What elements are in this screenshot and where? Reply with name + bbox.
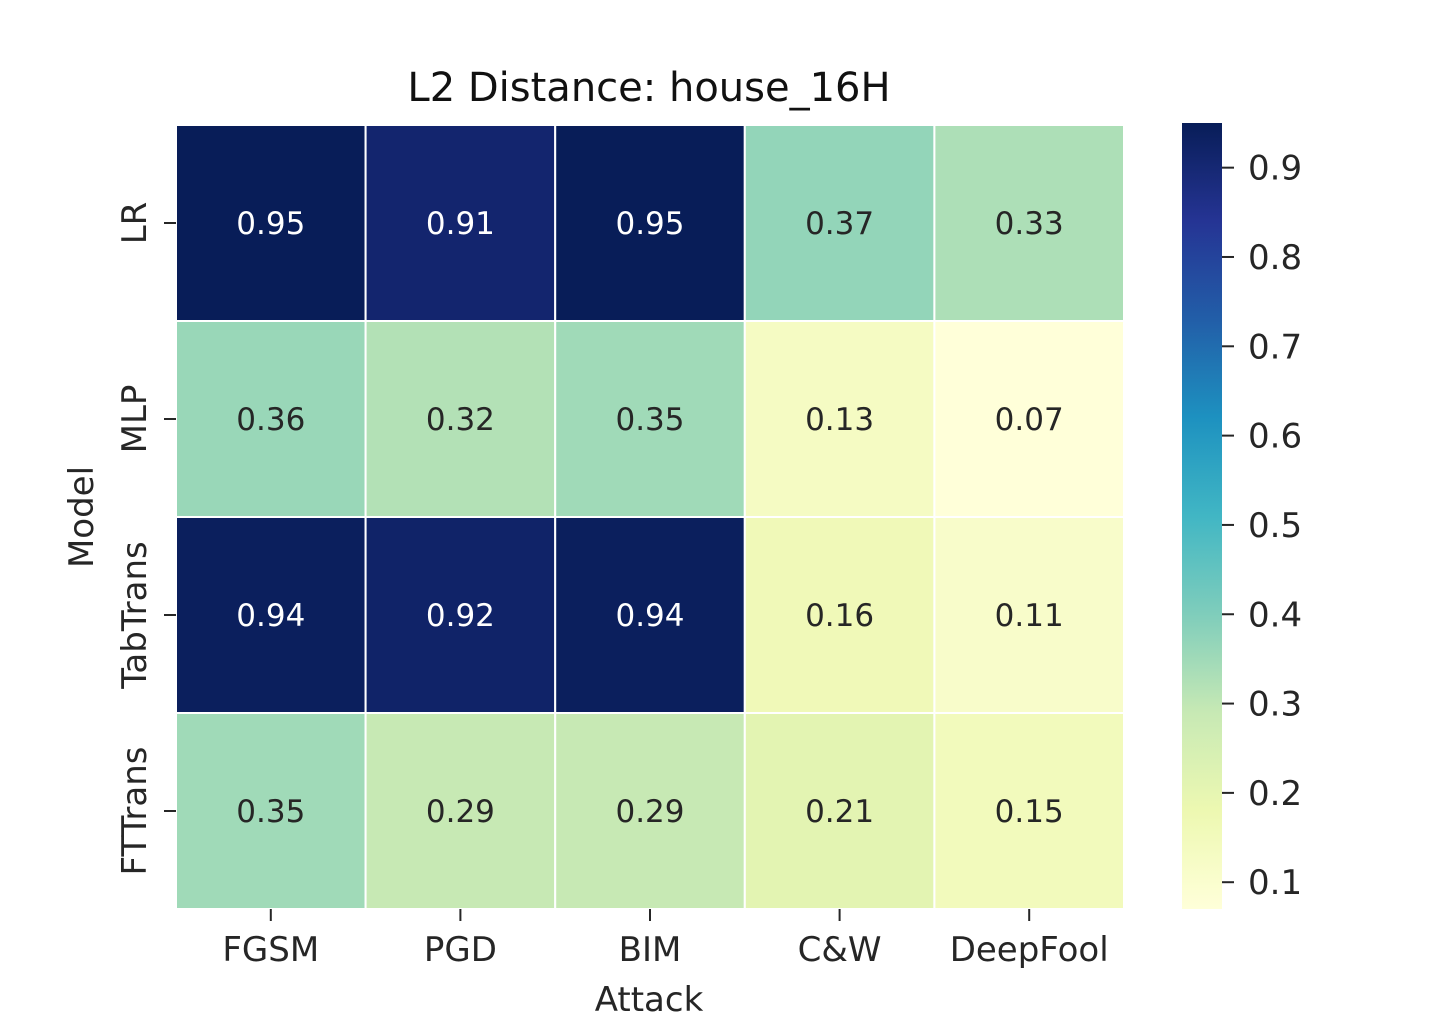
cell-value-label: 0.35	[236, 794, 305, 830]
colorbar-tick-label: 0.9	[1248, 149, 1302, 189]
cell-value-label: 0.15	[995, 794, 1064, 830]
y-tick-label: MLP	[115, 385, 155, 454]
cell-value-label: 0.92	[426, 598, 495, 634]
heatmap-cell-lr-bim	[554, 124, 746, 322]
cell-value-label: 0.16	[805, 598, 874, 634]
y-tick-label: TabTrans	[115, 541, 155, 689]
x-axis-label: Attack	[595, 980, 704, 1020]
heatmap-cell-fttrans-pgd	[364, 712, 557, 910]
y-tick-label: LR	[115, 202, 155, 245]
cell-value-label: 0.35	[615, 402, 684, 438]
colorbar: 0.1 0.2 0.3 0.4 0.5 0.6 0.7 0.8 0.9	[1182, 123, 1302, 909]
y-axis: LR MLP TabTrans FTTrans	[115, 202, 176, 876]
colorbar-tick-label: 0.3	[1248, 685, 1302, 725]
heatmap-cell-tabtrans-deepfool	[933, 516, 1126, 714]
x-tick-label: C&W	[798, 930, 882, 970]
heatmap-cell-lr-deepfool	[933, 124, 1126, 322]
x-tick-label: DeepFool	[950, 930, 1109, 970]
cell-value-label: 0.95	[615, 206, 684, 242]
x-tick-label: FGSM	[222, 930, 319, 970]
heatmap-cell-lr-fgsm	[175, 124, 367, 322]
cell-value-label: 0.21	[805, 794, 874, 830]
chart-title: L2 Distance: house_16H	[407, 65, 890, 111]
colorbar-tick-label: 0.7	[1248, 327, 1302, 367]
colorbar-tick-label: 0.8	[1248, 238, 1302, 278]
cell-value-label: 0.32	[426, 402, 495, 438]
cell-value-label: 0.36	[236, 402, 305, 438]
x-tick-label: BIM	[619, 930, 682, 970]
colorbar-tick-label: 0.6	[1248, 417, 1302, 457]
y-tick-label: FTTrans	[115, 747, 155, 876]
cell-value-label: 0.94	[236, 598, 305, 634]
cell-value-label: 0.29	[426, 794, 495, 830]
cell-value-label: 0.91	[426, 206, 495, 242]
heatmap-cell-fttrans-bim	[554, 712, 746, 910]
cell-value-label: 0.37	[805, 206, 874, 242]
cell-annotations: 0.95 0.91 0.95 0.37 0.33 0.36 0.32 0.35 0.13 0.07…	[236, 206, 1063, 830]
colorbar-tick-label: 0.2	[1248, 774, 1302, 814]
heatmap-cell-tabtrans-bim	[554, 516, 746, 714]
heatmap-cell-tabtrans-c-w	[743, 516, 936, 714]
colorbar-tick-label: 0.1	[1248, 863, 1302, 903]
heatmap-cell-fttrans-deepfool	[933, 712, 1126, 910]
colorbar-gradient	[1182, 123, 1222, 909]
cell-value-label: 0.07	[995, 402, 1064, 438]
x-tick-label: PGD	[424, 930, 497, 970]
cell-value-label: 0.29	[615, 794, 684, 830]
cell-value-label: 0.33	[995, 206, 1064, 242]
heatmap-cell-mlp-fgsm	[175, 320, 367, 518]
cell-value-label: 0.94	[615, 598, 684, 634]
heatmap-cell-fttrans-c-w	[743, 712, 936, 910]
y-axis-label: Model	[62, 466, 102, 568]
colorbar-tick-label: 0.5	[1248, 506, 1302, 546]
heatmap-cell-lr-c-w	[743, 124, 936, 322]
heatmap-cells	[175, 124, 1126, 910]
colorbar-tick-label: 0.4	[1248, 595, 1302, 635]
cell-value-label: 0.13	[805, 402, 874, 438]
heatmap-cell-lr-pgd	[364, 124, 557, 322]
cell-value-label: 0.95	[236, 206, 305, 242]
heatmap-cell-mlp-bim	[554, 320, 746, 518]
cell-value-label: 0.11	[995, 598, 1064, 634]
x-axis: FGSM PGD BIM C&W DeepFool	[222, 909, 1109, 970]
heatmap-cell-tabtrans-pgd	[364, 516, 557, 714]
heatmap-cell-mlp-deepfool	[933, 320, 1126, 518]
